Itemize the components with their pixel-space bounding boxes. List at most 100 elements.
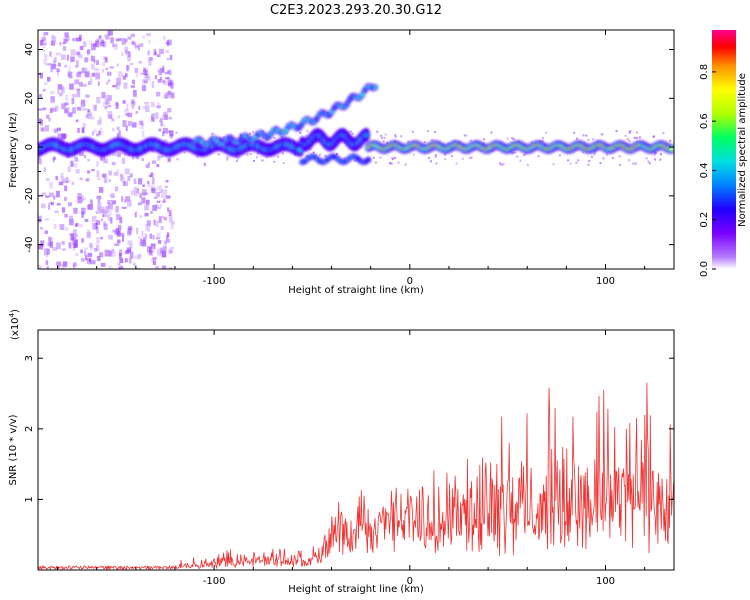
noise-speck [587, 138, 590, 141]
noise-speck [397, 161, 400, 164]
noise-speck [49, 51, 52, 57]
noise-speck [131, 122, 137, 128]
noise-speck [45, 63, 48, 66]
noise-speck [115, 38, 119, 42]
noise-speck [469, 139, 472, 142]
noise-speck [50, 96, 55, 103]
noise-speck [105, 205, 109, 213]
noise-speck [42, 49, 46, 53]
noise-speck [167, 158, 171, 162]
noise-speck [465, 134, 468, 137]
noise-speck [112, 85, 117, 88]
noise-speck [72, 163, 78, 168]
noise-speck [159, 188, 164, 194]
noise-speck [645, 157, 648, 160]
noise-speck [662, 132, 665, 135]
noise-speck [93, 59, 99, 64]
noise-speck [142, 79, 148, 82]
noise-speck [103, 177, 108, 184]
noise-speck [138, 43, 144, 47]
noise-speck [69, 76, 73, 79]
noise-speck [156, 54, 161, 58]
noise-speck [144, 81, 149, 84]
noise-speck [115, 205, 119, 213]
noise-speck [71, 94, 77, 98]
snr-y-axis-label: SNR (10 * v/v) [8, 414, 19, 485]
noise-speck [90, 245, 94, 251]
noise-speck [594, 151, 597, 154]
noise-speck [114, 43, 119, 51]
noise-speck [143, 67, 147, 72]
noise-speck [312, 151, 315, 154]
noise-speck [74, 244, 78, 249]
noise-speck [54, 57, 57, 63]
noise-speck [106, 99, 111, 105]
noise-speck [55, 52, 61, 56]
noise-speck [116, 77, 122, 85]
noise-speck [628, 131, 631, 134]
noise-speck [99, 116, 102, 124]
noise-speck [90, 260, 96, 265]
noise-speck [127, 175, 131, 181]
snr-x-tick-label: 0 [407, 576, 413, 587]
noise-speck [176, 158, 179, 161]
noise-speck [142, 184, 146, 187]
noise-speck [131, 154, 135, 160]
noise-speck [98, 130, 101, 135]
noise-speck [131, 99, 135, 105]
noise-speck [59, 42, 62, 46]
noise-speck [56, 203, 61, 206]
noise-speck [96, 133, 100, 137]
noise-speck [127, 120, 132, 127]
noise-speck [87, 109, 90, 113]
noise-speck [38, 215, 42, 223]
noise-speck [394, 135, 397, 138]
noise-speck [113, 172, 119, 176]
noise-speck [104, 105, 108, 110]
noise-speck [593, 153, 596, 156]
noise-speck [97, 177, 101, 181]
lower-branch-core [366, 158, 371, 162]
noise-speck [79, 152, 84, 156]
noise-speck [91, 215, 97, 222]
noise-speck [152, 177, 155, 185]
noise-speck [80, 258, 85, 262]
noise-speck [42, 107, 47, 111]
noise-speck [57, 265, 60, 269]
noise-speck [77, 196, 83, 204]
noise-speck [383, 137, 386, 140]
noise-speck [156, 220, 159, 228]
noise-speck [99, 41, 105, 47]
noise-speck [468, 157, 471, 160]
noise-speck [146, 33, 152, 37]
noise-speck [128, 257, 132, 264]
noise-speck [90, 76, 93, 82]
noise-speck [92, 56, 96, 63]
noise-speck [71, 181, 75, 185]
noise-speck [53, 223, 57, 229]
noise-speck [116, 133, 119, 137]
noise-speck [393, 156, 396, 159]
noise-speck [273, 160, 276, 163]
noise-speck [145, 199, 150, 205]
noise-speck [97, 119, 102, 125]
noise-speck [360, 146, 363, 149]
noise-speck [601, 133, 604, 136]
noise-speck [392, 158, 395, 161]
noise-speck [121, 206, 127, 209]
noise-speck [582, 134, 585, 137]
noise-speck [44, 218, 49, 221]
noise-speck [165, 77, 170, 80]
noise-speck [81, 207, 86, 215]
noise-speck [64, 196, 67, 201]
noise-speck [412, 153, 415, 156]
noise-speck [60, 133, 66, 139]
noise-speck [147, 180, 150, 185]
noise-speck [107, 199, 113, 203]
noise-speck [335, 152, 338, 155]
noise-speck [60, 86, 64, 91]
rising-branch-core [372, 85, 378, 90]
noise-speck [52, 36, 57, 44]
noise-speck [114, 186, 119, 192]
noise-speck [109, 66, 114, 69]
